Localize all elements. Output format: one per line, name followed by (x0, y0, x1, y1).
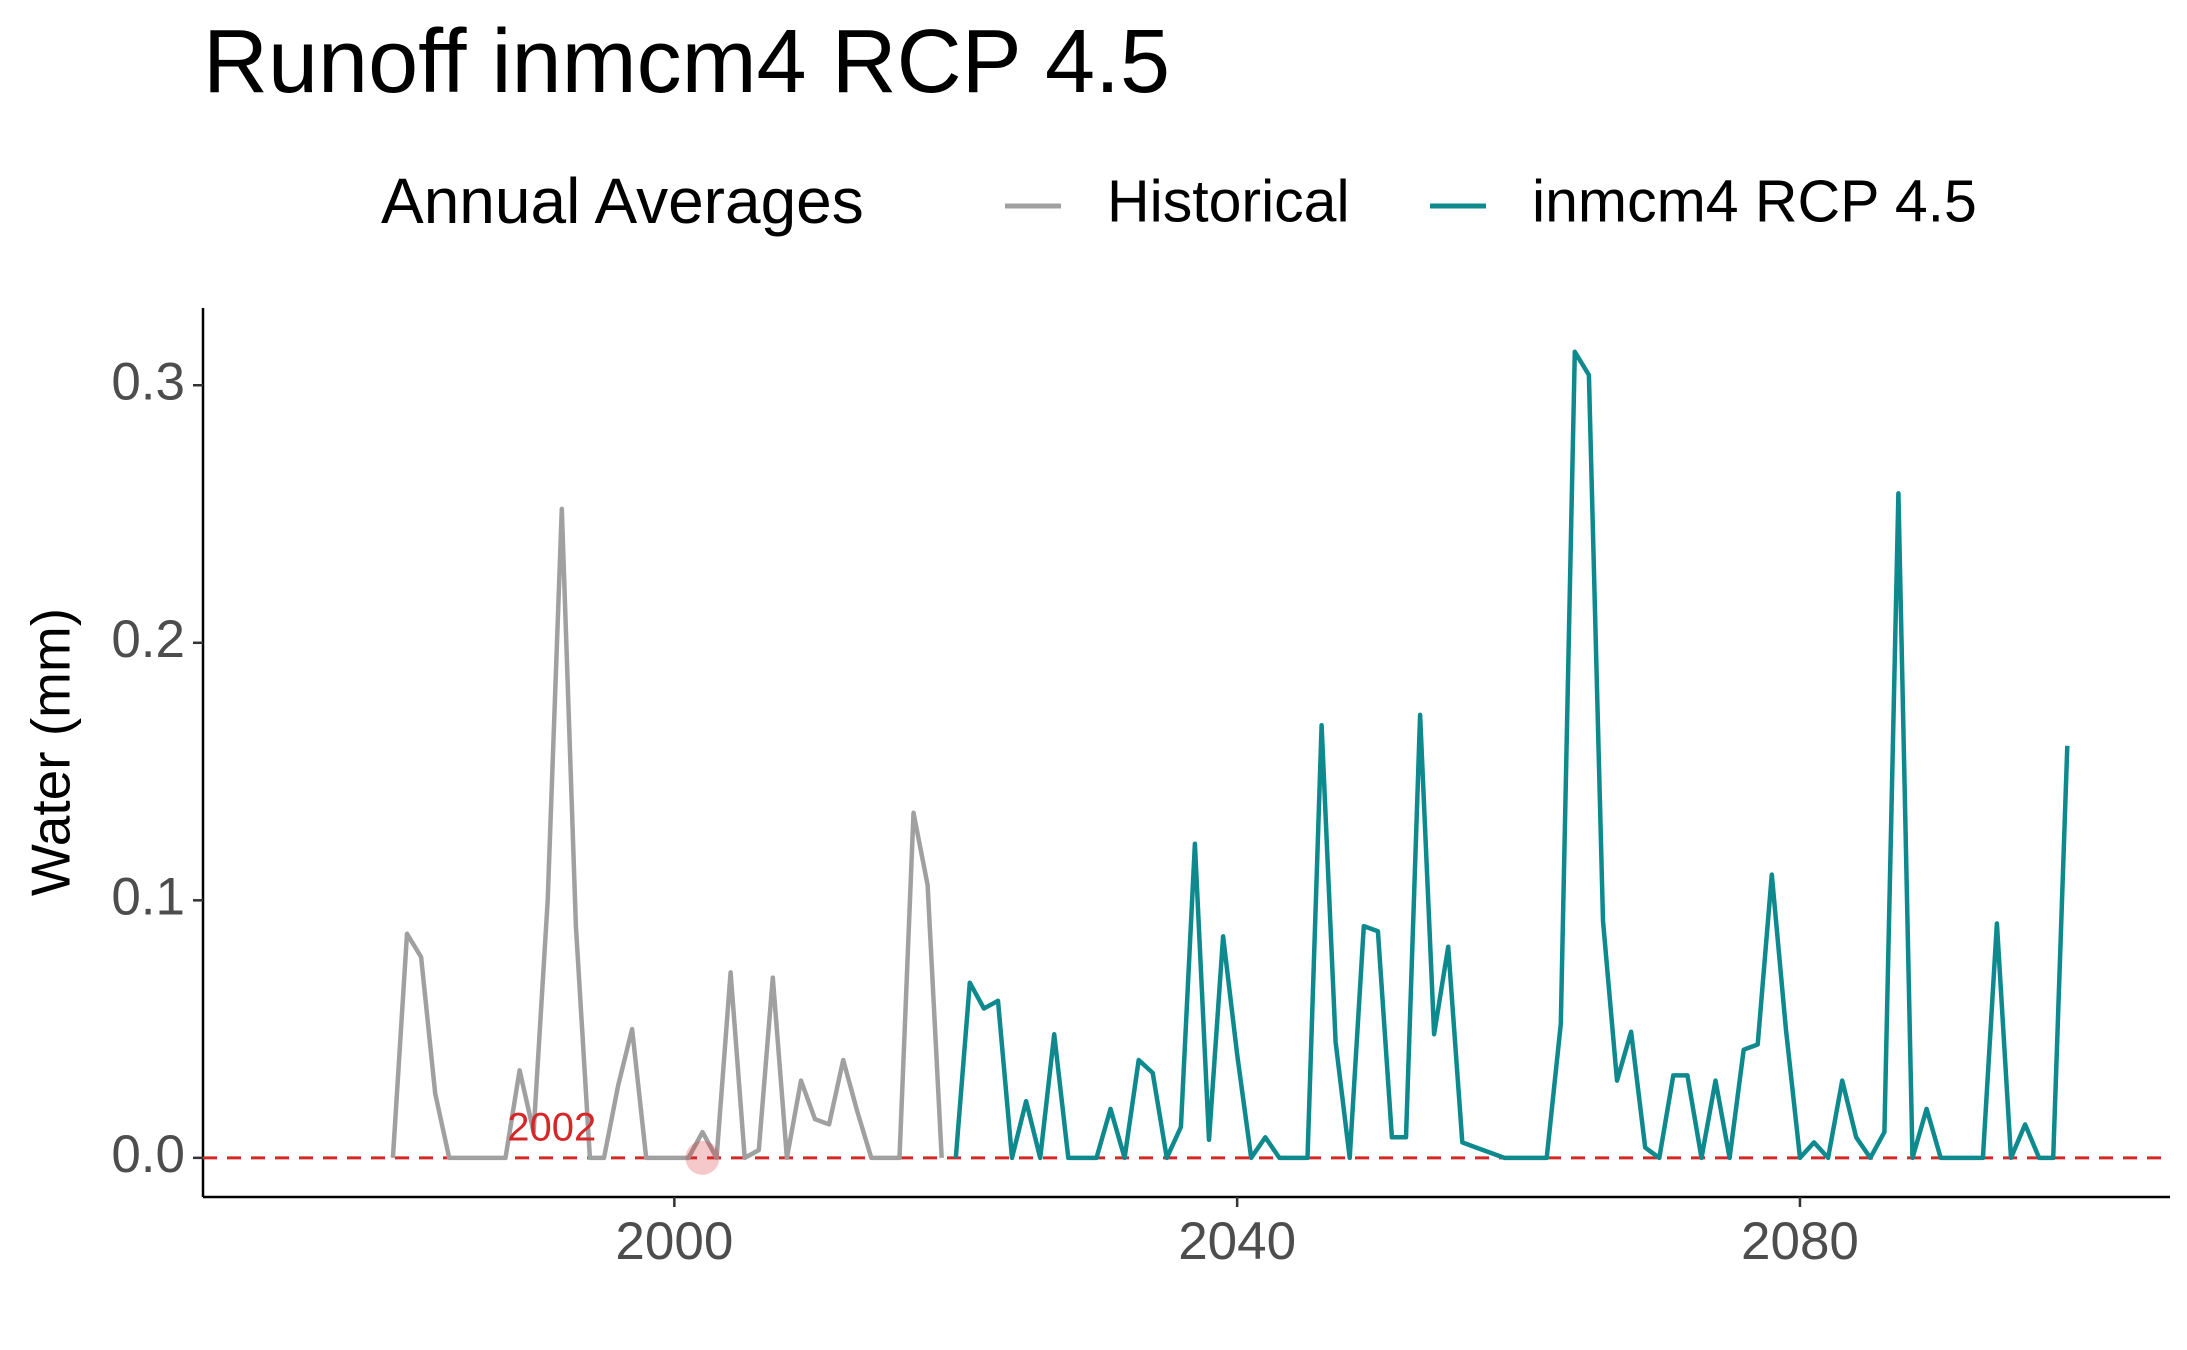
y-tick-label: 0.1 (111, 867, 185, 926)
x-tick-label: 2080 (1741, 1212, 1859, 1271)
chart-title: Runoff inmcm4 RCP 4.5 (203, 12, 1170, 112)
series-line (390, 506, 944, 1161)
y-axis-label: Water (mm) (20, 608, 82, 896)
legend-title: Annual Averages (381, 165, 864, 237)
annotation-point (685, 1140, 720, 1175)
y-tick-label: 0.3 (111, 352, 185, 411)
annotation-label: 2002 (507, 1105, 596, 1149)
y-tick-label: 0.2 (111, 610, 185, 669)
y-tick-label: 0.0 (111, 1125, 185, 1184)
legend-label: inmcm4 RCP 4.5 (1532, 169, 1977, 235)
x-tick-label: 2000 (615, 1212, 733, 1271)
x-tick-label: 2040 (1178, 1212, 1296, 1271)
legend-label: Historical (1107, 169, 1350, 235)
series-line (953, 349, 2070, 1161)
